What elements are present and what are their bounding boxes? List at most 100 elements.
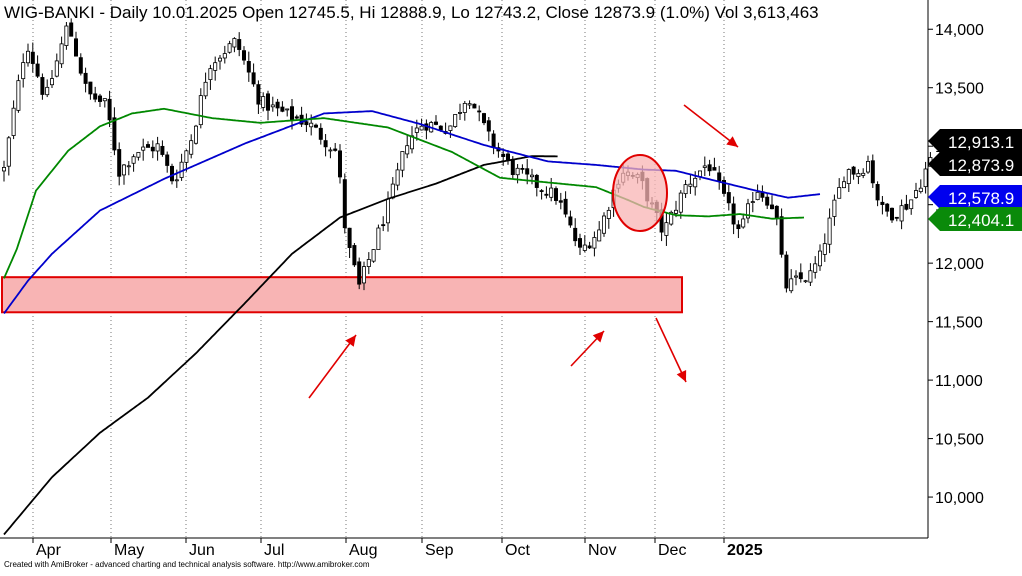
candle-body (208, 68, 213, 81)
candle-body (390, 183, 395, 199)
candle-body (501, 153, 506, 157)
candle (251, 63, 256, 87)
candle (50, 69, 55, 88)
x-tick-label: May (114, 542, 144, 559)
candle-body (323, 140, 328, 148)
candle (837, 178, 842, 199)
axes (0, 0, 929, 539)
candle-body (794, 275, 799, 278)
candle (256, 80, 261, 114)
candle (265, 90, 270, 121)
candle (304, 113, 309, 133)
candle (481, 112, 486, 126)
candle-body (861, 172, 866, 176)
candle-body (765, 196, 770, 206)
candle (755, 184, 760, 201)
candle-body (155, 143, 160, 152)
candle-body (722, 180, 727, 194)
candle-body (693, 177, 698, 188)
candle (333, 142, 338, 152)
candle-body (674, 209, 679, 214)
candle (69, 18, 74, 37)
candle-body (11, 107, 16, 136)
candle-body (683, 184, 688, 195)
candle (554, 186, 559, 205)
candle (558, 192, 563, 210)
x-tick-label: Apr (36, 542, 62, 559)
candle-body (50, 78, 55, 86)
candle (136, 152, 141, 161)
candle-body (395, 169, 400, 186)
candle (376, 224, 381, 250)
candle-body (371, 249, 376, 262)
candle (241, 46, 246, 65)
candle (746, 198, 751, 224)
candle-body (904, 203, 909, 210)
candle (261, 92, 266, 112)
chart-title: WIG-BANKI - Daily 10.01.2025 Open 12745.… (4, 3, 819, 22)
candle (294, 114, 299, 120)
candle (352, 243, 357, 267)
candle (880, 195, 885, 215)
candle-body (222, 53, 227, 59)
candle-body (736, 224, 741, 230)
candle-body (366, 259, 371, 267)
candle-body (457, 112, 462, 114)
candle (578, 233, 583, 256)
candle-body (909, 199, 914, 210)
candle (592, 231, 597, 257)
candle-body (875, 184, 880, 201)
candle-body (93, 93, 98, 100)
candle-body (309, 122, 314, 128)
candle (16, 74, 21, 113)
candle-body (342, 179, 347, 229)
candle (707, 159, 712, 176)
candle (722, 176, 727, 197)
candle (361, 261, 366, 291)
candle (165, 151, 170, 173)
candle (21, 53, 26, 88)
candle (602, 212, 607, 237)
candle-body (515, 167, 520, 176)
candle (395, 162, 400, 191)
candle (208, 64, 213, 90)
candle-body (438, 125, 443, 131)
candle-body (294, 116, 299, 119)
candle-body (313, 124, 318, 128)
candle-body (337, 150, 342, 178)
candle-body (40, 77, 45, 95)
candle (145, 141, 150, 148)
candle-body (184, 150, 189, 163)
candle-body (880, 201, 885, 205)
candle-body (333, 148, 338, 151)
candle-body (678, 192, 683, 213)
price-marker-label: 12,873.9 (948, 156, 1014, 175)
candle (117, 142, 122, 186)
candle (184, 149, 189, 172)
candle (851, 165, 856, 180)
candle-body (822, 243, 827, 255)
candle (909, 199, 914, 215)
candle (160, 140, 165, 157)
candle (74, 31, 79, 57)
candle (217, 54, 222, 70)
candle-body (347, 227, 352, 248)
candle-body (890, 207, 895, 221)
candle-body (813, 263, 818, 273)
candle (779, 208, 784, 258)
annotation-ellipse (612, 154, 668, 232)
candle (875, 181, 880, 207)
candle-body (530, 174, 535, 178)
x-axis-ticks: Apr May Jun Jul Aug Sep Oct Nov Dec 2025 (32, 538, 763, 559)
candle (78, 53, 83, 76)
candle-body (328, 149, 333, 152)
candle-body (107, 98, 112, 121)
candle (98, 93, 103, 107)
candle-body (64, 25, 69, 46)
candle-body (750, 201, 755, 203)
candle (818, 244, 823, 271)
candle (203, 72, 208, 100)
annotation-arrow (308, 334, 357, 399)
x-tick-label: Oct (505, 542, 530, 559)
